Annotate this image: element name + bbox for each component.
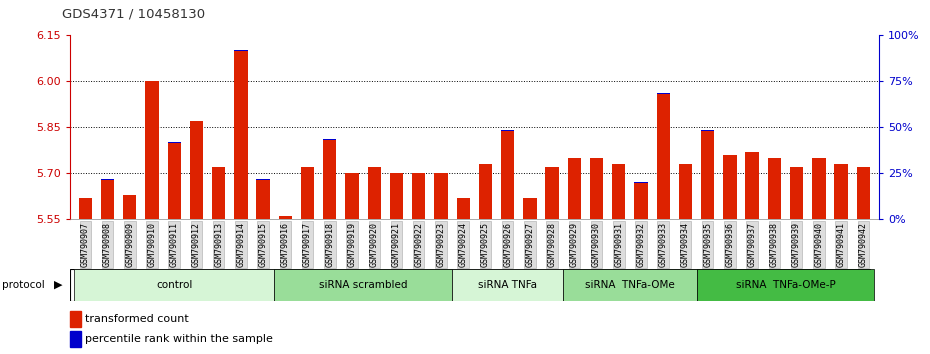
Bar <box>524 198 537 219</box>
Bar <box>457 198 470 219</box>
Bar <box>345 173 359 219</box>
Text: GSM790923: GSM790923 <box>436 222 445 267</box>
Bar <box>323 139 337 140</box>
Text: GSM790938: GSM790938 <box>770 222 779 267</box>
Bar <box>452 269 564 301</box>
Bar <box>590 158 604 219</box>
Text: GSM790913: GSM790913 <box>214 222 223 267</box>
Text: GSM790936: GSM790936 <box>725 222 735 267</box>
Bar <box>724 155 737 219</box>
Text: GSM790916: GSM790916 <box>281 222 290 267</box>
Text: GDS4371 / 10458130: GDS4371 / 10458130 <box>61 8 205 21</box>
Bar <box>279 216 292 219</box>
Bar <box>657 94 670 219</box>
Bar <box>412 173 425 219</box>
Text: ▶: ▶ <box>54 280 62 290</box>
Bar <box>190 121 203 219</box>
Bar <box>323 140 337 219</box>
Bar <box>145 81 159 219</box>
Text: GSM790927: GSM790927 <box>525 222 535 267</box>
Bar <box>274 269 452 301</box>
Text: GSM790911: GSM790911 <box>169 222 179 267</box>
Text: GSM790918: GSM790918 <box>326 222 334 267</box>
Bar <box>812 158 826 219</box>
Text: GSM790937: GSM790937 <box>748 222 757 267</box>
Text: GSM790917: GSM790917 <box>303 222 312 267</box>
Text: GSM790935: GSM790935 <box>703 222 712 267</box>
Bar <box>701 131 714 219</box>
Text: GSM790919: GSM790919 <box>348 222 356 267</box>
Bar <box>657 93 670 94</box>
Text: GSM790924: GSM790924 <box>458 222 468 267</box>
Text: percentile rank within the sample: percentile rank within the sample <box>85 334 272 344</box>
Text: GSM790914: GSM790914 <box>236 222 246 267</box>
Bar <box>857 167 870 219</box>
Text: GSM790929: GSM790929 <box>570 222 578 267</box>
Bar <box>301 167 314 219</box>
Bar <box>367 167 381 219</box>
Bar <box>79 198 92 219</box>
Text: GSM790915: GSM790915 <box>259 222 268 267</box>
Text: GSM790940: GSM790940 <box>815 222 823 267</box>
Bar <box>167 143 181 219</box>
Bar <box>545 167 559 219</box>
Bar <box>501 130 514 131</box>
Text: GSM790922: GSM790922 <box>414 222 423 267</box>
Text: GSM790941: GSM790941 <box>837 222 845 267</box>
Bar <box>697 269 874 301</box>
Text: siRNA  TNFa-OMe: siRNA TNFa-OMe <box>585 280 675 290</box>
Bar <box>567 158 581 219</box>
Text: control: control <box>156 280 193 290</box>
Text: siRNA  TNFa-OMe-P: siRNA TNFa-OMe-P <box>736 280 835 290</box>
Text: GSM790920: GSM790920 <box>370 222 379 267</box>
Text: GSM790932: GSM790932 <box>636 222 645 267</box>
Bar <box>767 158 781 219</box>
Bar <box>746 152 759 219</box>
Text: GSM790931: GSM790931 <box>615 222 623 267</box>
Text: siRNA scrambled: siRNA scrambled <box>319 280 407 290</box>
Bar <box>212 167 225 219</box>
Bar <box>834 164 848 219</box>
Bar <box>74 269 274 301</box>
Bar <box>123 195 137 219</box>
Bar <box>70 311 81 327</box>
Text: GSM790928: GSM790928 <box>548 222 556 267</box>
Text: GSM790925: GSM790925 <box>481 222 490 267</box>
Text: GSM790939: GSM790939 <box>792 222 801 267</box>
Bar <box>100 179 114 219</box>
Bar <box>70 331 81 347</box>
Bar <box>612 164 626 219</box>
Text: GSM790942: GSM790942 <box>858 222 868 267</box>
Bar <box>257 179 270 219</box>
Text: GSM790926: GSM790926 <box>503 222 512 267</box>
Text: GSM790909: GSM790909 <box>126 222 134 267</box>
Bar <box>634 183 647 219</box>
Text: siRNA TNFa: siRNA TNFa <box>478 280 538 290</box>
Bar <box>790 167 804 219</box>
Text: GSM790933: GSM790933 <box>658 222 668 267</box>
Bar <box>234 51 247 219</box>
Bar <box>564 269 697 301</box>
Text: GSM790921: GSM790921 <box>392 222 401 267</box>
Text: GSM790912: GSM790912 <box>192 222 201 267</box>
Bar <box>390 173 404 219</box>
Bar <box>434 173 447 219</box>
Text: GSM790907: GSM790907 <box>81 222 90 267</box>
Text: GSM790908: GSM790908 <box>103 222 112 267</box>
Text: GSM790934: GSM790934 <box>681 222 690 267</box>
Text: protocol: protocol <box>2 280 45 290</box>
Text: GSM790910: GSM790910 <box>148 222 156 267</box>
Text: GSM790930: GSM790930 <box>592 222 601 267</box>
Text: transformed count: transformed count <box>85 314 189 324</box>
Bar <box>679 164 692 219</box>
Bar <box>479 164 492 219</box>
Bar <box>501 131 514 219</box>
